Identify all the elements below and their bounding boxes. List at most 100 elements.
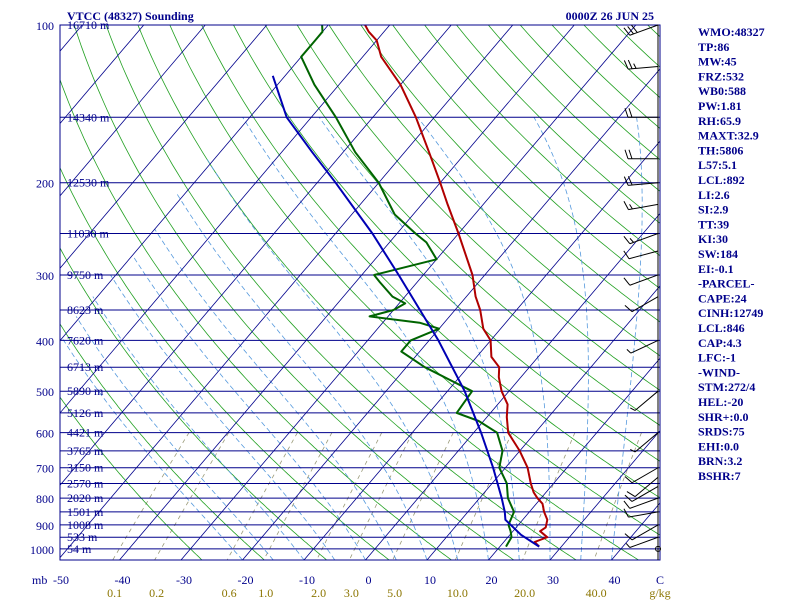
wind-barb-half-flag [626,349,632,354]
dry-adiabat [360,25,660,323]
wind-barb-flag [627,26,634,35]
pressure-tick-label: 500 [36,385,54,399]
pressure-tick-label: 400 [36,334,54,348]
index-entry: MAXT:32.9 [698,129,759,143]
index-entry: LI:2.6 [698,188,730,202]
index-entry: WB0:588 [698,84,746,98]
mixing-ratio-line [316,432,383,560]
height-label: 9750 m [67,268,104,282]
mixing-ratio-line [348,432,413,560]
height-label: 1501 m [67,505,104,519]
index-entry: CAP:4.3 [698,336,742,350]
mixing-ratio-label: 3.0 [344,586,359,600]
wind-barb-flag [626,491,636,498]
index-entry: L57:5.1 [698,158,737,172]
height-label: 2020 m [67,491,104,505]
wind-barb-flag [627,176,633,186]
index-entry: CINH:12749 [698,306,763,320]
index-entry: TT:39 [698,217,729,231]
wind-barb-flag [628,149,633,159]
isotherm-line [303,140,660,560]
height-label: 2570 m [67,476,104,490]
wind-barb-shaft [631,524,659,541]
isotherm-line [60,25,514,559]
index-entry: LCL:892 [698,173,745,187]
station-title: VTCC (48327) Sounding [67,9,194,23]
wind-barb-half-flag [633,63,637,69]
pressure-tick-label: 200 [36,177,54,191]
wind-barb-shaft [629,24,659,36]
isotherm-line [60,25,206,197]
wind-barb-shaft [630,339,659,354]
wind-barb-flag [623,250,630,260]
index-entry: CAPE:24 [698,291,747,305]
wind-barb-flag [623,201,629,210]
wind-barb-flag [624,476,633,484]
height-label: 54 m [67,542,92,556]
wind-barb-shaft [628,250,659,260]
mixing-ratio-line [263,432,333,560]
isotherm-line [365,212,660,560]
wind-barbs [623,24,661,552]
index-entry: WMO:48327 [698,25,765,39]
temperature-tick-label: C [656,573,664,587]
wind-barb-half-flag [630,407,636,411]
moist-adiabat [110,274,336,560]
mixing-ratio-label: 5.0 [387,586,402,600]
wind-barb-flag [627,59,633,69]
height-label: 7620 m [67,333,104,347]
wind-barb-shaft [634,432,659,453]
dry-adiabat [105,25,577,560]
height-label: 6713 m [67,360,104,374]
mixing-ratio-label: 1.0 [258,586,273,600]
pressure-tick-label: 700 [36,462,54,476]
wind-barb-flag [624,533,633,541]
index-entry: LFC:-1 [698,351,736,365]
index-entry: LCL:846 [698,321,745,335]
wind-barb-shaft [628,511,659,518]
axis-labels: 16710 m 14340 m 12530 m 11030 m 9750 m 8623 m… [30,18,671,600]
temperature-tick-label: -40 [115,573,131,587]
wind-barb-half-flag [625,543,631,548]
index-entry: -PARCEL- [698,277,754,291]
height-label: 12530 m [67,176,110,190]
wind-barb-flag [631,24,638,33]
height-label: 16710 m [67,18,110,32]
index-entry: SI:2.9 [698,203,728,217]
dry-adiabat [60,323,265,560]
index-entry: TP:86 [698,40,729,54]
wind-barb-flag [623,176,629,186]
index-entry: BRN:3.2 [698,454,742,468]
wind-barb-flag [624,149,629,159]
wind-barb-flag [624,494,633,502]
index-entry: RH:65.9 [698,114,741,128]
dry-adiabat [392,25,660,290]
wind-barb-flag [628,108,633,118]
pressure-tick-label: 600 [36,427,54,441]
dry-adiabat [201,25,660,499]
plot-frame [59,24,661,561]
wind-barb-shaft [629,233,659,245]
mixing-ratio-label: g/kg [649,586,670,600]
index-entry: HEL:-20 [698,395,743,409]
pressure-tick-label: 900 [36,519,54,533]
moist-adiabat [176,193,428,560]
index-entry: SRDS:75 [698,425,745,439]
mixing-ratio-label: 0.2 [149,586,164,600]
dry-adiabat [73,25,515,560]
temperature-tick-label: 20 [486,573,498,587]
wind-barb-flag [624,304,633,313]
pressure-tick-label: 800 [36,492,54,506]
isotherm-line [119,25,575,560]
isotherm-line [488,357,660,560]
isotherm-line [60,25,268,269]
wind-barb-flag [623,27,631,36]
wind-barb-shaft [628,182,659,186]
height-label: 14340 m [67,110,110,124]
mixing-ratio-label: 10.0 [447,586,468,600]
height-label: 3765 m [67,444,104,458]
height-label: 5890 m [67,384,104,398]
pressure-tick-label: 100 [36,19,54,33]
wind-barb-half-flag [629,238,634,243]
